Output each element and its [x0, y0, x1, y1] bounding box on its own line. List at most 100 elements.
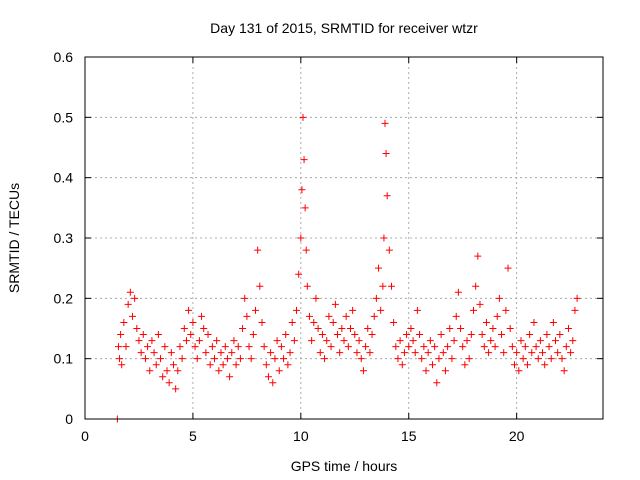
data-point	[407, 325, 415, 332]
data-point	[275, 367, 283, 375]
data-point	[554, 349, 562, 357]
data-point	[446, 325, 454, 332]
data-point	[189, 318, 197, 326]
data-point	[560, 367, 568, 375]
data-point	[382, 150, 390, 158]
data-point	[271, 355, 279, 363]
tick-layer: 0 0.1 0.2 0.3 0.4 0.5 0.6 0 5 10 15 20	[54, 49, 603, 444]
data-point	[191, 343, 199, 351]
data-point	[536, 337, 544, 345]
data-point	[368, 331, 376, 339]
data-point	[428, 361, 436, 369]
data-point	[204, 331, 212, 339]
data-point	[295, 270, 303, 278]
data-point	[381, 119, 389, 127]
data-point	[174, 367, 182, 375]
data-point	[457, 325, 465, 332]
data-point	[144, 343, 152, 351]
data-point	[303, 282, 311, 290]
data-point	[133, 325, 141, 332]
data-point	[541, 361, 549, 369]
data-point	[148, 337, 156, 345]
data-point	[409, 337, 417, 345]
data-point	[392, 343, 400, 351]
data-point	[254, 246, 262, 254]
data-point	[556, 331, 564, 339]
data-point	[245, 343, 253, 351]
data-point	[334, 331, 342, 339]
data-point	[314, 325, 322, 332]
data-point	[362, 343, 370, 351]
data-point	[506, 325, 514, 332]
data-point	[491, 343, 499, 351]
data-point	[161, 343, 169, 351]
data-point	[252, 306, 260, 314]
data-point	[185, 306, 193, 314]
data-point	[489, 325, 497, 332]
data-point	[159, 373, 167, 381]
data-point	[539, 349, 547, 357]
data-point	[221, 343, 229, 351]
data-point	[232, 361, 240, 369]
data-point	[308, 337, 316, 345]
data-point	[176, 343, 184, 351]
data-point	[521, 343, 529, 351]
y-tick-label: 0.2	[54, 290, 74, 306]
data-point	[508, 343, 516, 351]
x-tick-label: 10	[293, 428, 309, 444]
data-point	[215, 367, 223, 375]
data-point	[416, 331, 424, 339]
y-tick-label: 0.5	[54, 109, 74, 125]
data-point	[534, 355, 542, 363]
plot-area-frame	[84, 56, 604, 420]
data-point	[182, 337, 190, 345]
data-point	[318, 331, 326, 339]
data-point	[426, 337, 434, 345]
data-point	[344, 343, 352, 351]
data-point	[264, 373, 272, 381]
data-point	[569, 337, 577, 345]
data-point	[288, 318, 296, 326]
data-point	[558, 355, 566, 363]
data-point	[379, 282, 387, 290]
data-point	[172, 385, 180, 393]
data-point	[500, 349, 508, 357]
data-point	[441, 367, 449, 375]
data-point	[236, 355, 244, 363]
data-point	[513, 349, 521, 357]
data-point	[394, 355, 402, 363]
data-point	[267, 349, 275, 357]
data-point	[545, 343, 553, 351]
data-point	[372, 294, 380, 302]
x-tick-label: 0	[81, 428, 89, 444]
y-tick-label: 0	[65, 411, 73, 427]
data-point	[258, 318, 266, 326]
x-tick-label: 20	[509, 428, 525, 444]
data-point	[444, 343, 452, 351]
data-point	[323, 337, 331, 345]
data-point	[312, 294, 320, 302]
data-point	[482, 318, 490, 326]
data-point	[504, 264, 512, 272]
data-point	[437, 331, 445, 339]
data-point	[338, 325, 346, 332]
data-point	[390, 318, 398, 326]
data-point	[226, 373, 234, 381]
data-point	[474, 252, 482, 260]
data-point	[282, 331, 290, 339]
data-point	[502, 306, 510, 314]
data-point	[573, 294, 581, 302]
data-point	[385, 246, 393, 254]
data-point	[552, 337, 560, 345]
data-point	[141, 355, 149, 363]
data-point	[150, 349, 158, 357]
data-point	[239, 325, 247, 332]
data-point	[459, 343, 467, 351]
data-point	[364, 325, 372, 332]
data-point	[198, 312, 206, 320]
data-point	[329, 318, 337, 326]
data-point	[256, 282, 264, 290]
data-point	[165, 379, 173, 387]
data-point	[487, 337, 495, 345]
data-point	[325, 312, 333, 320]
